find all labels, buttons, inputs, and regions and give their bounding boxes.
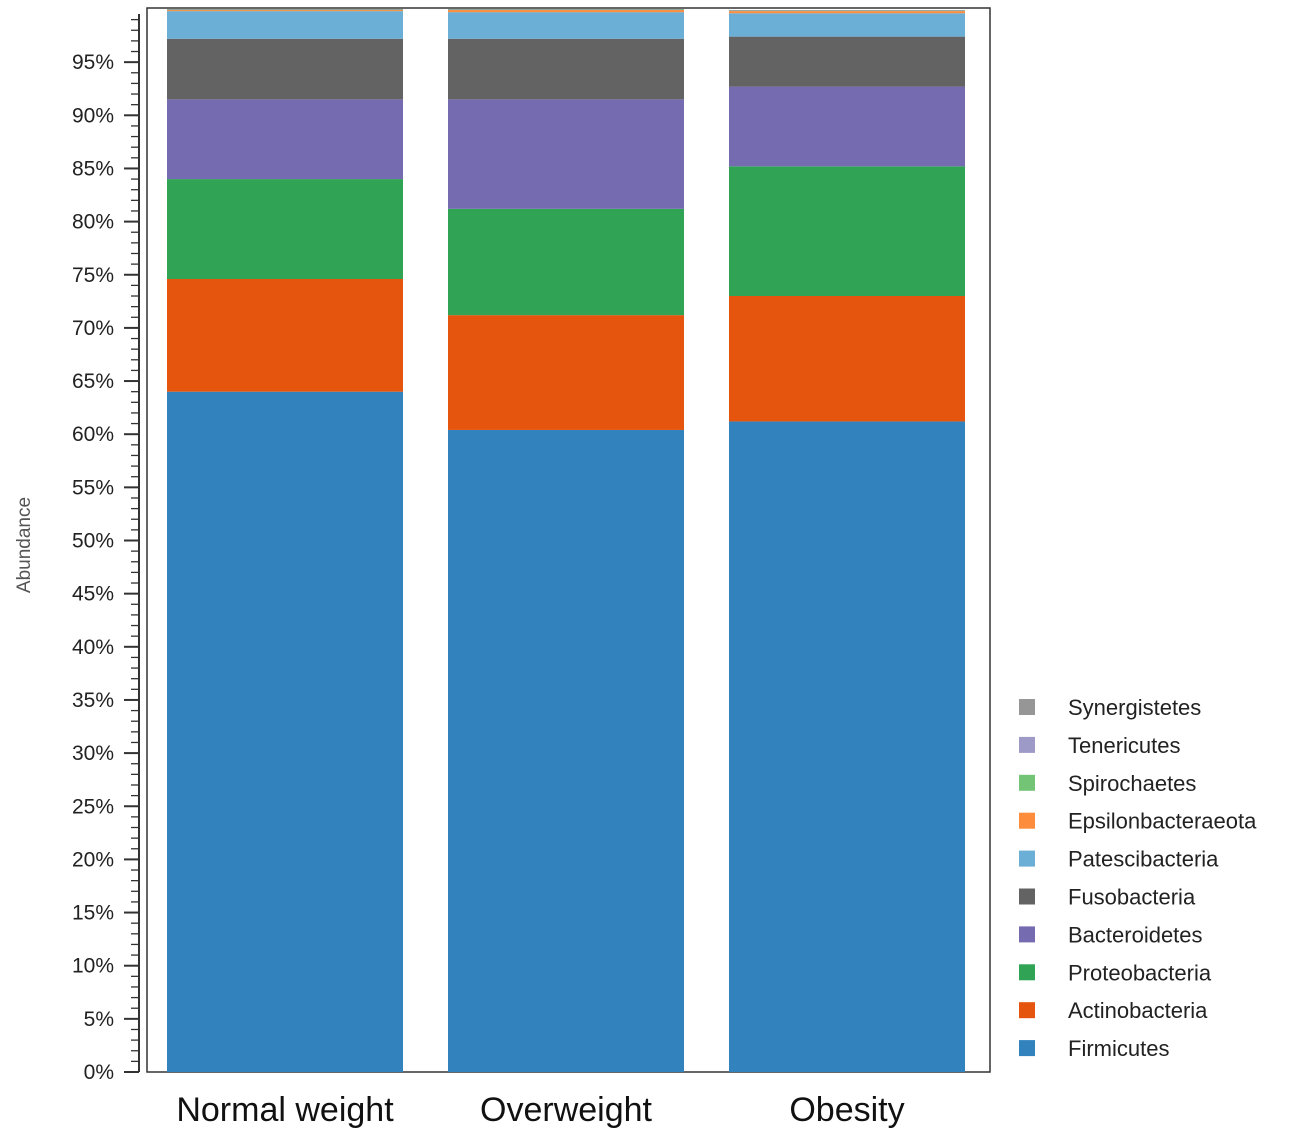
legend-swatch-synergistetes (1019, 699, 1035, 715)
bar-segment-fusobacteria (448, 38, 684, 100)
y-tick-label: 0% (84, 1061, 114, 1084)
y-tick-label: 40% (72, 636, 114, 659)
legend-label-patescibacteria: Patescibacteria (1068, 847, 1219, 872)
legend-swatch-bacteroidetes (1019, 926, 1035, 943)
y-axis: 0% 5% 10% 15% 20% 25% 30% 35% 40% 45% 50% 55% 60% 65%… (72, 14, 140, 1084)
bar-segment-bacteroidetes (729, 86, 965, 167)
y-tick-label: 60% (72, 423, 114, 446)
y-tick-label: 80% (72, 211, 114, 234)
y-tick-label: 5% (84, 1008, 114, 1031)
x-category-label: Obesity (789, 1091, 904, 1129)
bar-segment-actinobacteria (167, 279, 403, 392)
legend-label-epsilonbacteraeota: Epsilonbacteraeota (1068, 809, 1257, 834)
bar-segment-bacteroidetes (448, 99, 684, 209)
legend-swatch-actinobacteria (1019, 1002, 1035, 1019)
bar-segment-spirochaetes (729, 10, 965, 12)
y-tick-label: 90% (72, 104, 114, 127)
bar-segment-proteobacteria (167, 179, 403, 280)
y-tick-label: 35% (72, 689, 114, 712)
legend-label-fusobacteria: Fusobacteria (1068, 885, 1196, 910)
legend-label-tenericutes: Tenericutes (1068, 733, 1181, 758)
x-axis-labels: Normal weight Overweight Obesity (176, 1091, 904, 1129)
y-tick-label: 55% (72, 476, 114, 499)
y-tick-label: 30% (72, 742, 114, 765)
y-tick-label: 20% (72, 848, 114, 871)
legend-label-synergistetes: Synergistetes (1068, 695, 1201, 720)
legend-label-spirochaetes: Spirochaetes (1068, 771, 1196, 796)
bar-segment-fusobacteria (729, 36, 965, 87)
bar-segment-synergistetes (729, 10, 965, 11)
bar-segment-patescibacteria (448, 12, 684, 39)
x-category-label: Normal weight (176, 1091, 394, 1129)
y-axis-title: Abundance (14, 497, 35, 593)
y-tick-label: 65% (72, 370, 114, 393)
legend-swatch-tenericutes (1019, 736, 1035, 753)
bar-segment-synergistetes (167, 9, 403, 10)
bar-segment-firmicutes (729, 421, 965, 1073)
bar-segment-patescibacteria (167, 11, 403, 39)
y-tick-label: 10% (72, 955, 114, 978)
bar-segment-patescibacteria (729, 13, 965, 37)
legend: Synergistetes Tenericutes Spirochaetes Epsi… (1019, 695, 1257, 1061)
legend-swatch-firmicutes (1019, 1040, 1035, 1057)
legend-label-proteobacteria: Proteobacteria (1068, 960, 1212, 985)
x-category-label: Overweight (480, 1091, 653, 1129)
y-tick-label: 95% (72, 51, 114, 74)
bar-segment-actinobacteria (729, 296, 965, 422)
bar-segment-spirochaetes (448, 9, 684, 11)
bar-segment-spirochaetes (167, 9, 403, 11)
legend-swatch-patescibacteria (1019, 850, 1035, 867)
bar-segment-fusobacteria (167, 38, 403, 100)
y-tick-label: 85% (72, 157, 114, 180)
y-tick-label: 15% (72, 902, 114, 925)
legend-label-bacteroidetes: Bacteroidetes (1068, 922, 1203, 947)
bar-segment-epsilonbacteraeota (167, 10, 403, 12)
bar-segment-proteobacteria (729, 166, 965, 297)
legend-swatch-spirochaetes (1019, 774, 1035, 791)
y-tick-label: 70% (72, 317, 114, 340)
bar-segment-epsilonbacteraeota (448, 10, 684, 13)
y-tick-label: 75% (72, 264, 114, 287)
bar-segment-epsilonbacteraeota (729, 11, 965, 14)
bar-segment-actinobacteria (448, 315, 684, 430)
bar-segment-firmicutes (448, 429, 684, 1072)
bar-segment-bacteroidetes (167, 99, 403, 180)
legend-swatch-epsilonbacteraeota (1019, 812, 1035, 829)
y-tick-label: 25% (72, 795, 114, 818)
bar-segment-proteobacteria (448, 208, 684, 316)
legend-swatch-proteobacteria (1019, 964, 1035, 981)
bars-group (167, 9, 965, 1073)
y-tick-label: 50% (72, 530, 114, 553)
legend-swatch-fusobacteria (1019, 888, 1035, 905)
legend-label-firmicutes: Firmicutes (1068, 1036, 1169, 1061)
y-tick-label: 45% (72, 583, 114, 606)
legend-label-actinobacteria: Actinobacteria (1068, 998, 1208, 1023)
bar-segment-synergistetes (448, 9, 684, 10)
bar-segment-firmicutes (167, 391, 403, 1072)
